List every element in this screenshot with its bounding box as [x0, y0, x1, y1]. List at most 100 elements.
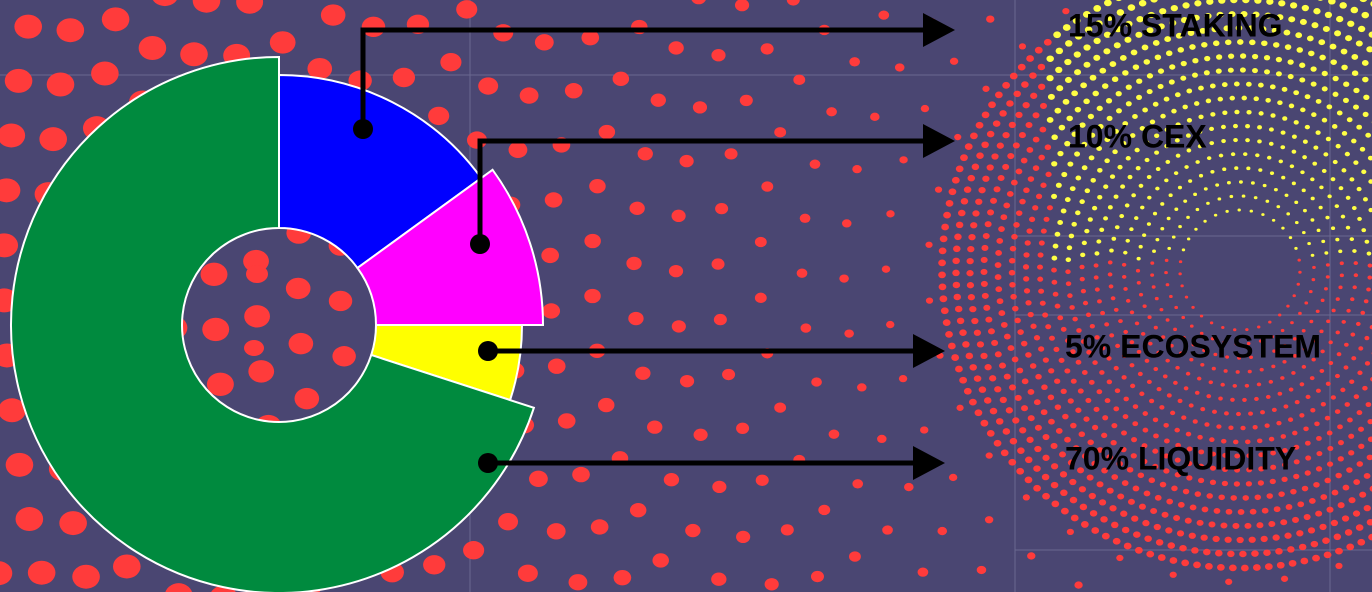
decor-dot — [1046, 74, 1054, 82]
decor-dot — [1136, 349, 1142, 354]
decor-dot — [934, 186, 943, 193]
decor-dot — [1185, 371, 1191, 376]
decor-dot — [320, 4, 346, 26]
decor-dot — [1174, 472, 1181, 478]
decor-dot — [983, 304, 991, 311]
decor-dot — [1270, 335, 1274, 339]
decor-dot — [27, 560, 56, 585]
decor-dot — [1335, 297, 1340, 301]
decor-dot — [1337, 502, 1345, 509]
decor-dot — [1161, 335, 1166, 339]
decor-dot — [987, 209, 995, 216]
decor-dot — [1248, 411, 1254, 416]
decor-dot — [975, 121, 984, 129]
decor-dot — [1245, 481, 1253, 487]
decor-dot — [612, 71, 630, 86]
decor-dot — [970, 222, 978, 229]
decor-dot — [1170, 4, 1178, 12]
decor-dot — [954, 305, 963, 313]
decor-dot — [1185, 431, 1192, 437]
decor-dot — [392, 67, 416, 88]
decor-dot — [1134, 546, 1143, 554]
decor-dot — [1352, 285, 1357, 290]
decor-dot — [1132, 485, 1140, 492]
decor-dot — [1201, 41, 1208, 48]
decor-dot — [285, 277, 311, 300]
decor-dot — [1105, 98, 1113, 104]
decor-dot — [980, 280, 988, 287]
decor-dot — [1095, 20, 1103, 27]
decor-dot — [1113, 307, 1119, 312]
decor-dot — [1310, 177, 1315, 182]
decor-dot — [1020, 157, 1028, 164]
decor-dot — [1155, 237, 1160, 242]
decor-dot — [1228, 564, 1237, 572]
arrow-head — [913, 446, 945, 480]
decor-dot — [1203, 70, 1210, 76]
decor-dot — [1268, 127, 1274, 132]
decor-dot — [796, 268, 808, 278]
decor-dot — [1349, 177, 1355, 182]
decor-dot — [1113, 406, 1120, 412]
decor-dot — [1100, 310, 1106, 316]
decor-dot — [1249, 508, 1257, 515]
decor-dot — [1147, 195, 1152, 200]
decor-dot — [1335, 237, 1340, 242]
decor-dot — [1259, 26, 1267, 33]
decor-dot — [1299, 62, 1306, 68]
decor-dot — [1368, 207, 1372, 213]
decor-dot — [1153, 523, 1161, 531]
decor-dot — [1189, 44, 1196, 50]
decor-dot — [1340, 214, 1346, 219]
decor-dot — [1200, 362, 1205, 367]
decor-dot — [1163, 422, 1169, 428]
decor-dot — [1120, 510, 1128, 517]
decor-dot — [1355, 321, 1361, 326]
decor-dot — [1204, 422, 1210, 427]
decor-dot — [1188, 532, 1196, 539]
decor-dot — [685, 523, 701, 538]
decor-dot — [165, 583, 193, 592]
decor-dot — [1307, 527, 1316, 534]
decor-dot — [1026, 228, 1033, 234]
decor-dot — [1005, 407, 1013, 414]
decor-dot — [1198, 114, 1204, 120]
decor-dot — [1055, 66, 1063, 74]
decor-dot — [1198, 463, 1205, 469]
decor-dot — [1055, 182, 1062, 188]
decor-dot — [1033, 399, 1041, 406]
decor-dot — [1315, 388, 1321, 393]
decor-dot — [1078, 431, 1086, 438]
decor-dot — [1197, 144, 1203, 149]
decor-dot — [1096, 299, 1102, 304]
decor-dot — [1180, 17, 1188, 24]
decor-dot — [995, 250, 1002, 256]
decor-dot — [1109, 174, 1116, 179]
decor-dot — [1103, 216, 1109, 221]
decor-dot — [1103, 48, 1111, 55]
decor-dot — [1351, 54, 1359, 60]
decor-dot — [1237, 208, 1241, 212]
decor-dot — [1116, 460, 1123, 467]
decor-dot — [1051, 161, 1058, 167]
decor-dot — [1325, 275, 1330, 279]
decor-dot — [1277, 391, 1283, 396]
decor-dot — [635, 366, 651, 380]
decor-dot — [1363, 473, 1371, 479]
decor-dot — [1174, 457, 1181, 463]
decor-dot — [1164, 178, 1169, 183]
decor-dot — [1216, 11, 1224, 18]
decor-dot — [1022, 264, 1030, 270]
decor-dot — [1270, 113, 1276, 118]
decor-dot — [1266, 155, 1272, 160]
decor-dot — [1074, 581, 1083, 589]
decor-dot — [989, 375, 997, 382]
decor-dot — [1117, 164, 1123, 170]
decor-dot — [1318, 205, 1323, 210]
decor-dot — [1314, 421, 1320, 427]
decor-dot — [1366, 454, 1372, 461]
decor-dot — [963, 186, 972, 193]
decor-dot — [1256, 522, 1264, 529]
decor-dot — [1073, 51, 1081, 58]
decor-dot — [1080, 339, 1087, 344]
